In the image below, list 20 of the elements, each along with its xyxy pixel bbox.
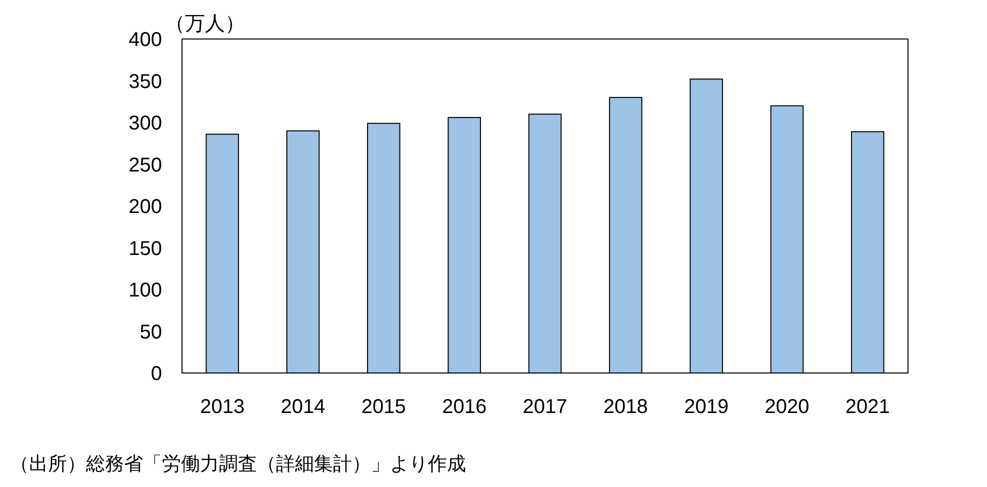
x-tick-label: 2015: [361, 396, 406, 418]
y-tick-label: 300: [128, 112, 162, 134]
x-tick-label: 2018: [603, 396, 648, 418]
y-tick-label: 200: [128, 196, 162, 218]
y-tick-label: 0: [150, 363, 162, 385]
x-tick-label: 2020: [764, 396, 810, 418]
text: （出所）総務省「労働力調査（詳細集計）」より作成: [10, 454, 466, 475]
y-tick-label: 350: [128, 70, 162, 93]
y-axis-title: （万人）: [165, 13, 245, 35]
y-tick-label: 100: [128, 280, 162, 302]
x-tick-label: 2014: [280, 396, 326, 418]
y-tick-label: 250: [128, 154, 162, 176]
x-tick-label: 2021: [845, 396, 890, 418]
y-tick-label: 400: [128, 29, 162, 51]
x-tick-label: 2016: [442, 396, 487, 418]
x-tick-label: 2019: [684, 396, 729, 418]
x-tick-label: 2017: [522, 396, 568, 418]
x-tick-label: 2013: [200, 396, 245, 418]
y-tick-label: 150: [128, 238, 162, 260]
y-tick-label: 50: [140, 321, 162, 344]
